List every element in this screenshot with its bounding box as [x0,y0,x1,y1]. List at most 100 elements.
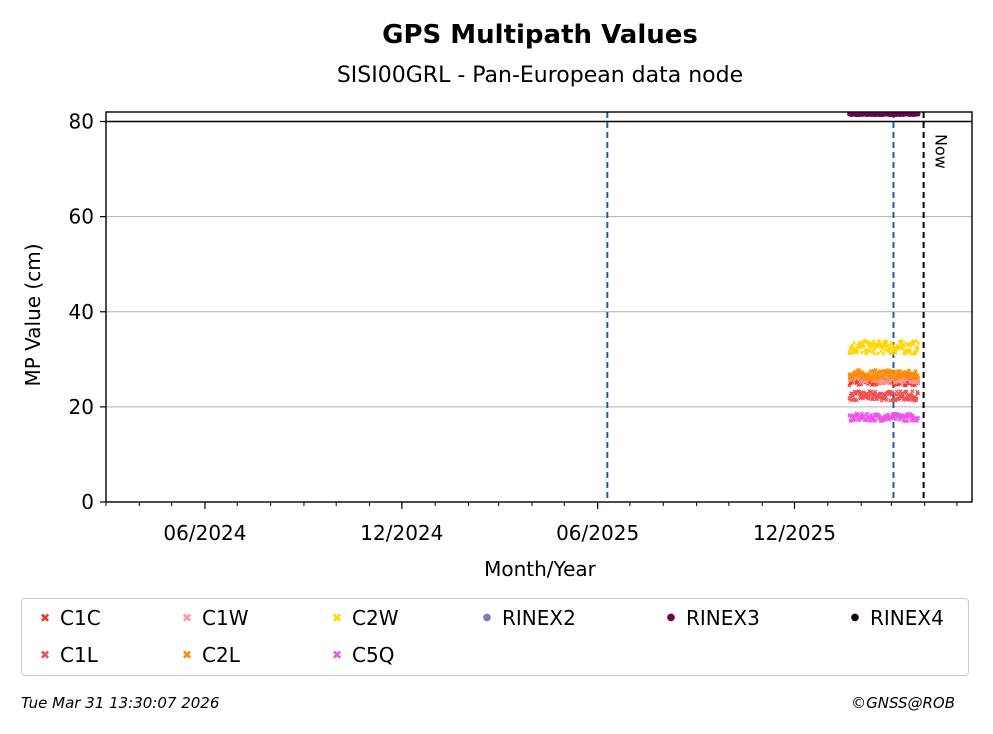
point-c2w [880,346,885,351]
legend-label-rinex3: RINEX3 [686,606,760,630]
legend-marker-c1w: ✖ [181,611,193,625]
y-tick-label-80: 80 [69,110,94,134]
point-c2w [855,349,860,354]
point-c2w [852,340,857,345]
legend-marker-c1l: ✖ [39,648,51,662]
point-c2l [916,376,921,381]
legend-label-c1w: C1W [202,606,249,630]
point-c1l [883,394,888,399]
point-rinex3 [915,111,921,117]
point-c2l [869,376,874,381]
y-tick-label-40: 40 [69,300,94,324]
legend-label-rinex4: RINEX4 [870,606,944,630]
plot-frame [105,111,973,503]
point-c5q [903,414,908,419]
point-c1w [916,377,921,382]
point-c1l [852,397,857,402]
legend-label-c1c: C1C [60,606,101,630]
point-c2l [859,376,864,381]
point-c2w [889,340,894,345]
legend-marker-rinex4: ● [850,612,860,623]
point-c1l [884,397,889,403]
point-c1w [915,380,920,385]
point-c2w [871,339,876,344]
footer-timestamp: Tue Mar 31 13:30:07 2026 [21,694,220,712]
y-axis-label: MP Value (cm) [21,243,45,386]
point-c2w [867,344,872,349]
legend-label-rinex2: RINEX2 [502,606,576,630]
y-tick-label-20: 20 [69,395,94,419]
point-c2w [907,350,912,355]
x-tick-label-12/2025: 12/2025 [753,521,836,545]
point-c2w [915,345,920,350]
point-c1l [890,390,895,395]
point-c1l [864,391,869,396]
x-tick-label-06/2025: 06/2025 [556,521,639,545]
point-c1l [854,398,859,403]
footer-copyright: ©GNSS@ROB [851,694,955,712]
point-c1l [914,396,919,401]
point-c2w [872,347,877,353]
point-c1w [899,380,904,385]
y-tick-label-60: 60 [69,205,94,229]
legend-marker-c1c: ✖ [39,611,51,625]
point-c2w [916,340,921,345]
point-c1l [894,392,899,397]
point-c2l [907,368,912,373]
chart-title: GPS Multipath Values [382,20,698,50]
chart: GPS Multipath Values SISI00GRL - Pan-Eur… [21,20,973,581]
point-c2w [909,351,914,356]
point-c1l [851,393,856,398]
point-c1l [910,389,915,394]
y-tick-label-0: 0 [81,490,94,514]
now-label: Now [932,134,951,169]
legend-label-c2l: C2L [202,643,240,667]
legend-marker-rinex2: ● [482,612,492,623]
point-c2w [883,347,888,353]
point-c1l [871,397,876,402]
point-c1w [885,380,890,385]
point-c1l [904,389,909,394]
legend-marker-c5q: ✖ [331,648,343,662]
legend-marker-c2w: ✖ [331,611,343,625]
point-c5q [860,411,865,416]
point-c2w [890,350,895,355]
chart-subtitle: SISI00GRL - Pan-European data node [337,63,743,88]
legend-label-c5q: C5Q [352,643,395,667]
point-c2w [884,339,889,344]
legend-marker-rinex3: ● [666,612,676,623]
point-c2w [865,347,870,353]
point-c2l [894,377,899,382]
point-c2w [886,348,891,353]
x-tick-label-12/2024: 12/2024 [360,521,443,545]
point-c5q [865,411,870,416]
legend-label-c1l: C1L [60,643,98,667]
point-c1c [856,382,861,387]
point-c1c [903,383,908,388]
point-c2w [893,351,898,356]
point-c2w [864,350,869,355]
point-c2l [873,367,878,372]
point-c1l [873,389,878,394]
point-c2l [879,369,884,374]
x-axis-label: Month/Year [484,557,597,581]
point-c5q [897,412,902,417]
point-c2l [875,373,880,378]
point-c2w [854,349,859,354]
point-c5q [916,415,921,420]
point-c2l [851,376,856,381]
point-c5q [915,419,920,424]
legend-marker-c2l: ✖ [181,648,193,662]
point-c1w [865,380,870,385]
legend-label-c2w: C2W [352,606,399,630]
point-c2w [861,344,866,349]
legend: ✖ C1C ✖ C1W ✖ C2W ● RINEX2 ● RINEX3 ● RINEX4 ✖ C1L ✖ C2… [21,598,969,676]
point-c2w [888,344,893,349]
point-c2w [859,350,864,355]
point-c1l [869,389,874,394]
x-tick-label-06/2024: 06/2024 [163,521,246,545]
point-c2w [881,351,886,356]
point-c5q [873,418,878,424]
point-c1l [866,395,871,400]
point-c5q [905,419,910,424]
